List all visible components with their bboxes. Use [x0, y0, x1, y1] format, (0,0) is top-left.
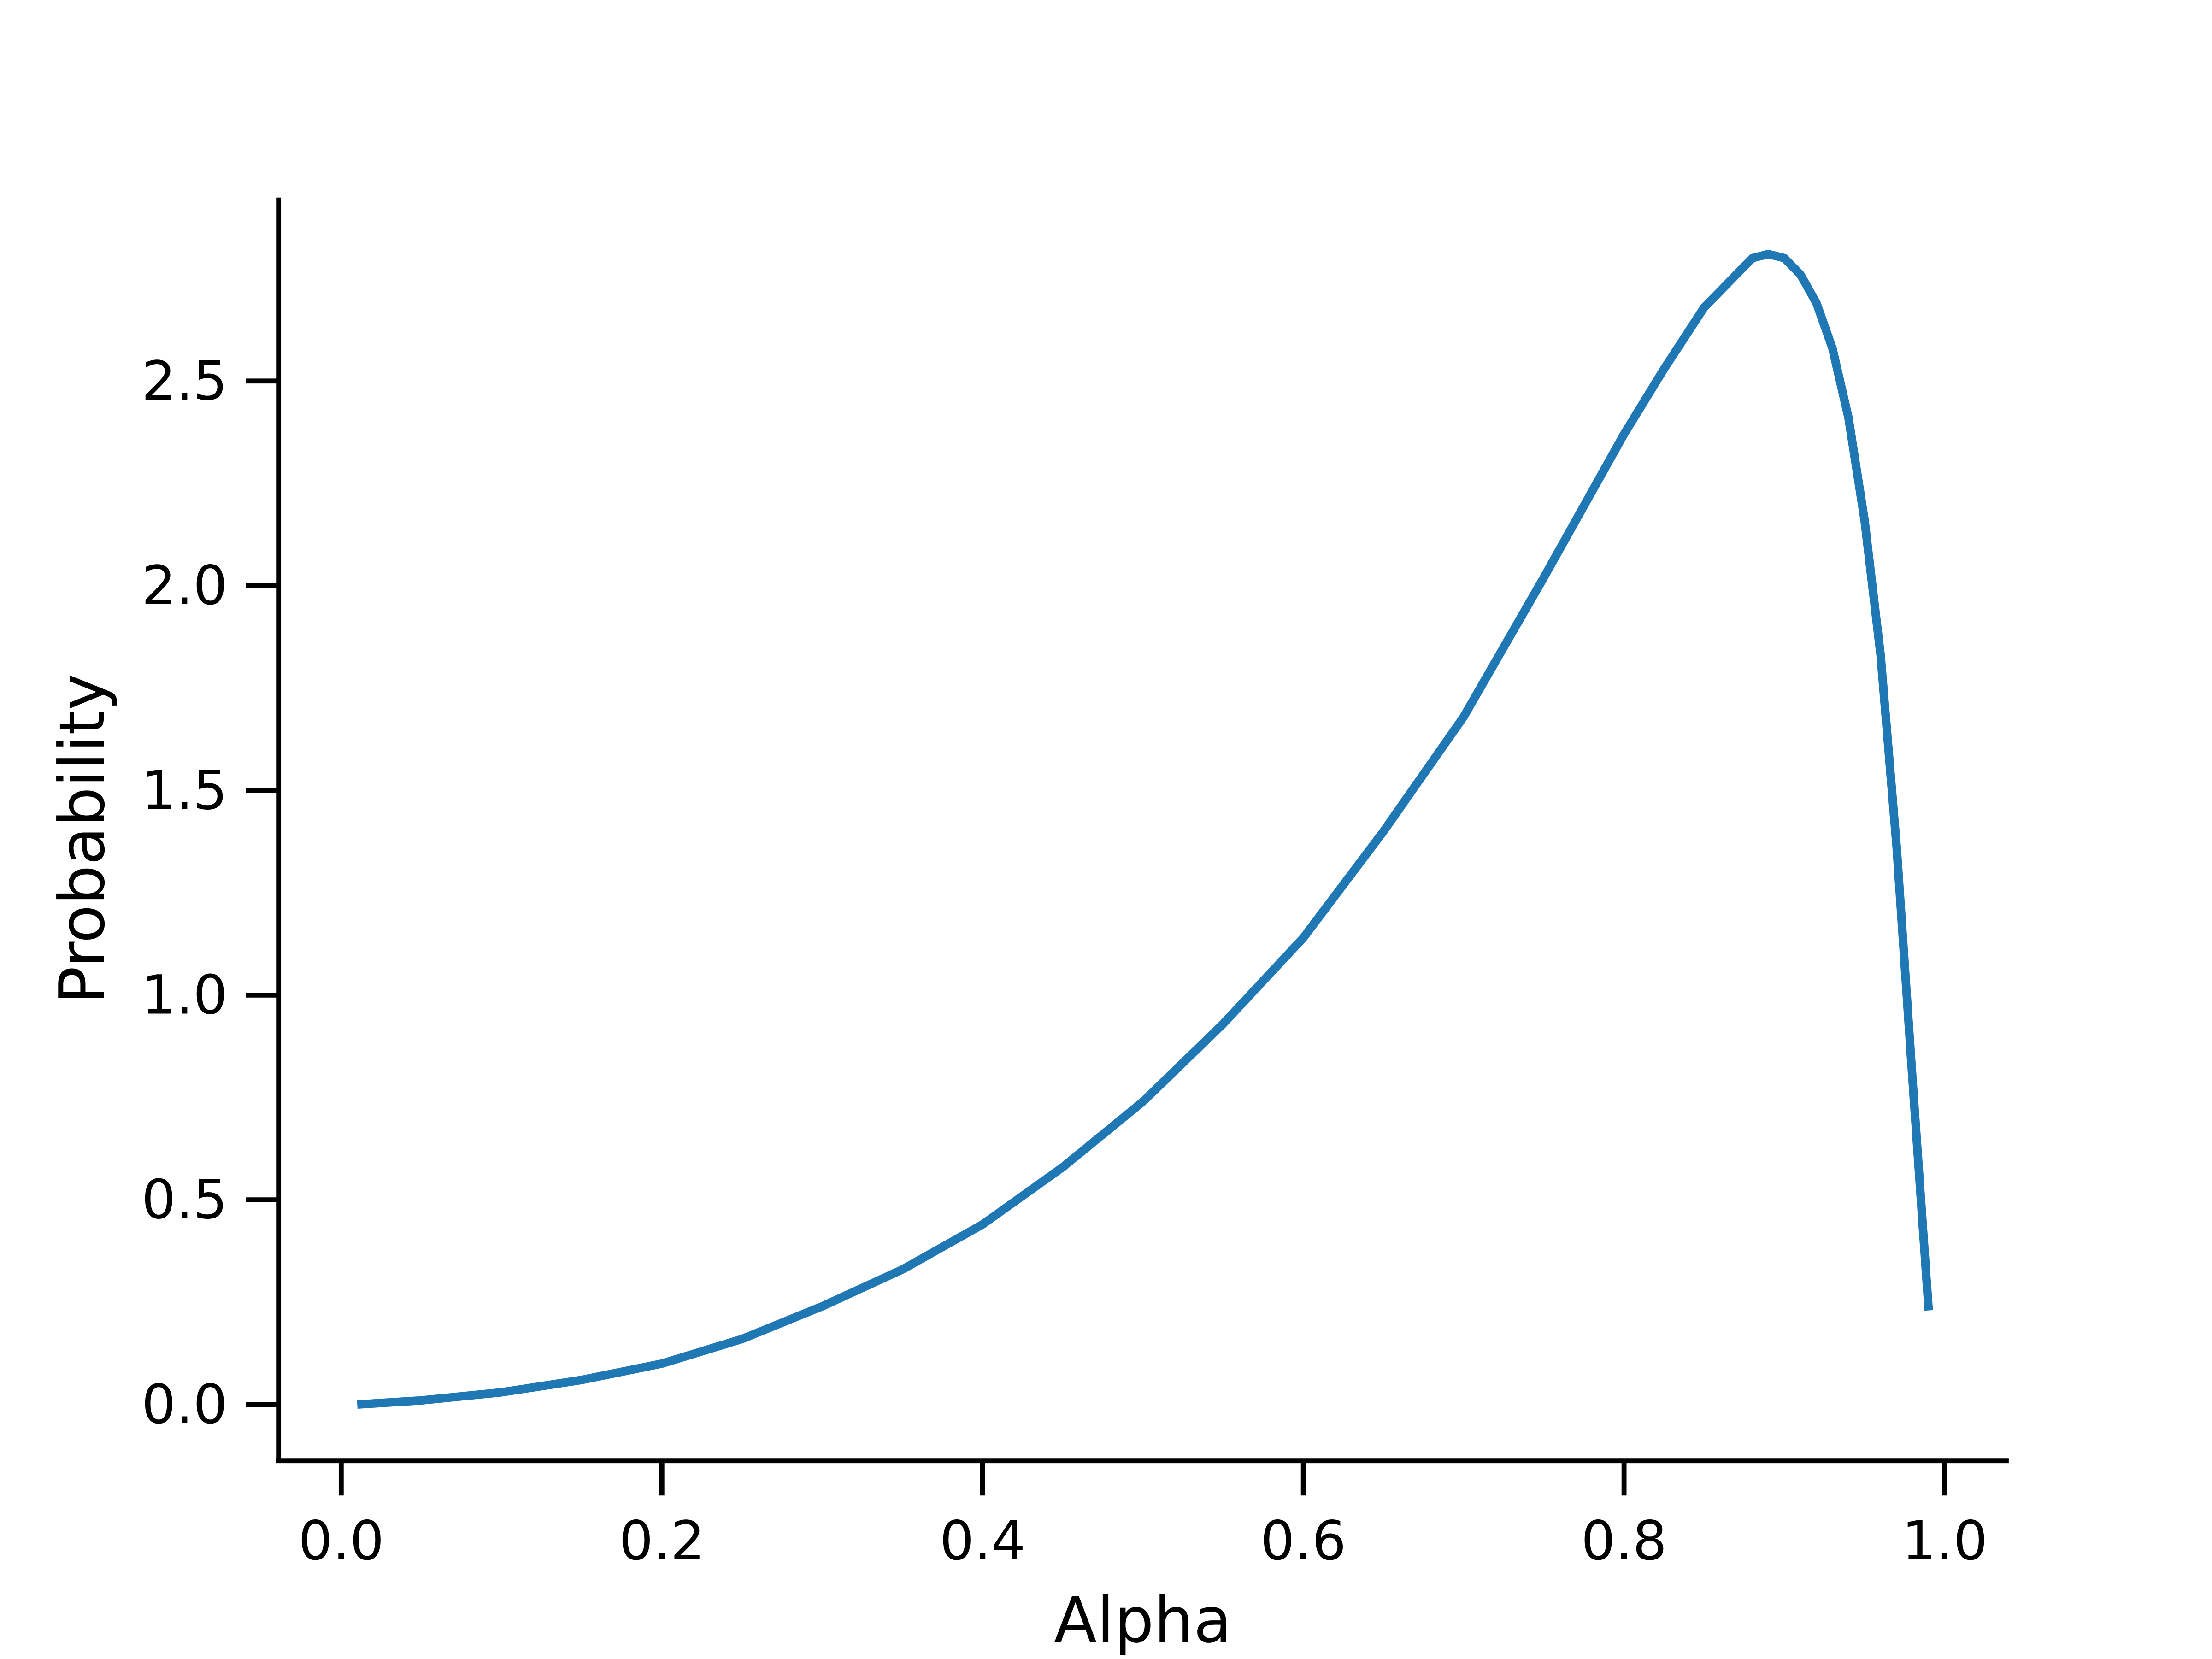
x-tick-label: 0.4 [940, 1509, 1025, 1572]
y-tick-label: 2.0 [141, 554, 227, 617]
y-tick-label: 2.5 [141, 349, 227, 412]
series-line [357, 250, 1933, 1409]
x-tick-label: 0.0 [298, 1509, 384, 1572]
y-tick-label: 1.5 [141, 759, 227, 822]
y-axis-label: Probability [46, 673, 119, 1004]
x-axis-label: Alpha [1054, 1584, 1232, 1657]
x-tick-label: 0.6 [1260, 1509, 1346, 1572]
y-tick-label: 1.0 [141, 963, 227, 1026]
x-tick-label: 0.8 [1581, 1509, 1667, 1572]
x-ticks: 0.0 0.2 0.4 0.6 0.8 1.0 [298, 1463, 1988, 1572]
y-ticks: 0.0 0.5 1.0 1.5 2.0 2.5 [141, 349, 279, 1436]
y-tick-label: 0.0 [141, 1373, 227, 1436]
y-tick-label: 0.5 [141, 1168, 227, 1231]
x-tick-label: 1.0 [1902, 1509, 1988, 1572]
x-tick-label: 0.2 [619, 1509, 705, 1572]
series-layer [357, 250, 1933, 1409]
